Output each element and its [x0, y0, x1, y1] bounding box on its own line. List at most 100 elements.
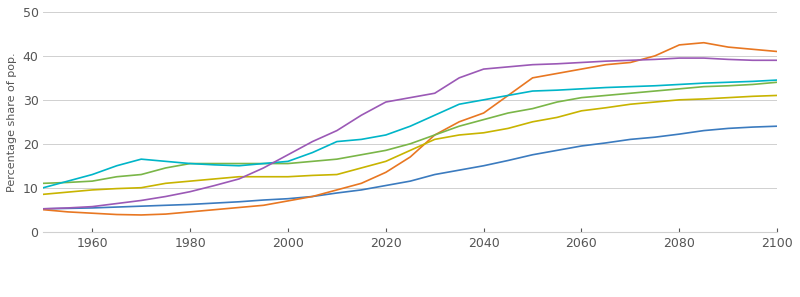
Line: World: World: [43, 126, 777, 209]
Germany: [626, 85, 635, 89]
UK: [528, 107, 538, 110]
China: [283, 199, 293, 203]
Germany: [674, 83, 684, 86]
US: [479, 131, 489, 135]
World: [552, 148, 562, 152]
Japan: [210, 184, 219, 187]
Japan: [503, 65, 513, 69]
UK: [406, 142, 415, 146]
China: [137, 213, 146, 217]
Japan: [38, 207, 48, 211]
China: [210, 208, 219, 211]
US: [552, 116, 562, 119]
US: [161, 181, 170, 185]
World: [381, 184, 390, 187]
Line: China: China: [43, 43, 777, 215]
China: [38, 208, 48, 211]
Line: UK: UK: [43, 82, 777, 183]
China: [112, 213, 122, 216]
China: [186, 210, 195, 214]
World: [650, 135, 660, 139]
World: [772, 124, 782, 128]
US: [38, 192, 48, 196]
World: [63, 207, 73, 210]
World: [137, 204, 146, 208]
UK: [430, 133, 439, 137]
Germany: [723, 80, 733, 84]
US: [626, 102, 635, 106]
Germany: [699, 81, 709, 85]
US: [674, 98, 684, 102]
China: [674, 43, 684, 47]
UK: [137, 173, 146, 176]
World: [601, 141, 610, 145]
UK: [748, 83, 758, 86]
World: [626, 138, 635, 141]
UK: [63, 181, 73, 184]
Germany: [308, 151, 318, 154]
Germany: [748, 80, 758, 83]
UK: [308, 159, 318, 163]
China: [479, 111, 489, 115]
US: [723, 96, 733, 99]
Japan: [552, 62, 562, 66]
US: [430, 138, 439, 141]
China: [430, 133, 439, 137]
UK: [258, 162, 268, 165]
World: [454, 168, 464, 172]
Line: Germany: Germany: [43, 80, 777, 188]
US: [601, 106, 610, 110]
China: [308, 195, 318, 198]
Japan: [699, 56, 709, 60]
UK: [772, 80, 782, 84]
Germany: [479, 98, 489, 102]
Germany: [87, 173, 97, 176]
China: [528, 76, 538, 80]
World: [258, 198, 268, 202]
US: [87, 188, 97, 192]
World: [430, 173, 439, 176]
World: [479, 164, 489, 168]
Germany: [137, 157, 146, 161]
UK: [283, 162, 293, 165]
Germany: [283, 159, 293, 163]
UK: [674, 87, 684, 91]
World: [308, 195, 318, 198]
Japan: [674, 56, 684, 60]
US: [137, 186, 146, 189]
China: [552, 72, 562, 75]
Japan: [577, 61, 586, 64]
US: [577, 109, 586, 113]
China: [699, 41, 709, 45]
US: [699, 97, 709, 101]
Japan: [332, 129, 342, 132]
UK: [650, 89, 660, 93]
Germany: [577, 87, 586, 91]
Germany: [161, 159, 170, 163]
US: [406, 148, 415, 152]
Japan: [479, 67, 489, 71]
Germany: [650, 84, 660, 88]
Germany: [332, 140, 342, 143]
Germany: [357, 138, 366, 141]
Japan: [601, 59, 610, 63]
China: [234, 206, 244, 209]
China: [748, 48, 758, 51]
UK: [577, 96, 586, 99]
China: [357, 181, 366, 185]
China: [772, 50, 782, 53]
UK: [503, 111, 513, 115]
US: [357, 166, 366, 170]
US: [308, 174, 318, 177]
World: [577, 144, 586, 148]
UK: [552, 100, 562, 104]
UK: [454, 124, 464, 128]
US: [650, 100, 660, 104]
UK: [332, 157, 342, 161]
World: [723, 127, 733, 130]
China: [577, 67, 586, 71]
World: [406, 179, 415, 183]
US: [454, 133, 464, 137]
Japan: [772, 59, 782, 62]
UK: [38, 181, 48, 185]
